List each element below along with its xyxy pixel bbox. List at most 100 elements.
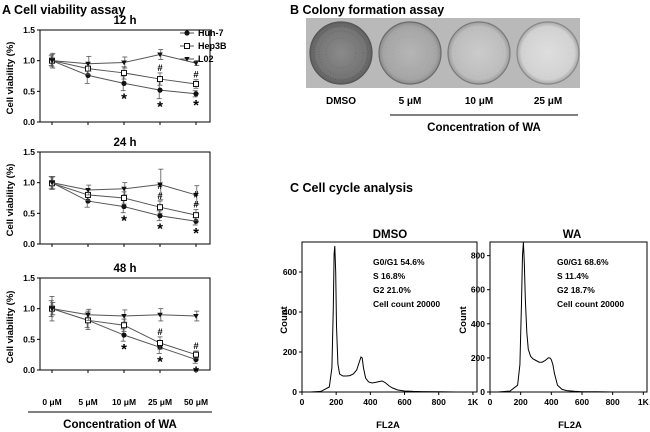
hist-wa-xlabel: FL2A bbox=[558, 420, 582, 431]
ylabel-24h: Cell viability (%) bbox=[5, 164, 16, 237]
data-point-l02 bbox=[193, 61, 199, 66]
ylabel-12h: Cell viability (%) bbox=[5, 42, 16, 115]
x-tick-label: 1K bbox=[638, 397, 650, 407]
subplot-title: 12 h bbox=[113, 15, 136, 27]
data-point-huh-7 bbox=[193, 91, 199, 97]
significance-star: * bbox=[121, 341, 127, 358]
dish-label-25um: 25 μM bbox=[534, 96, 562, 107]
significance-star: * bbox=[121, 213, 127, 230]
dish-10um bbox=[447, 21, 511, 85]
y-tick-label: 200 bbox=[471, 353, 485, 363]
data-point-l02 bbox=[85, 61, 91, 67]
data-point-hep3b bbox=[121, 195, 127, 201]
y-tick-label: 0 bbox=[480, 387, 485, 397]
legend-item-l02: L02 bbox=[180, 54, 214, 64]
data-point-hep3b bbox=[85, 65, 91, 72]
plot-frame bbox=[39, 151, 211, 245]
y-tick-label: 200 bbox=[283, 347, 297, 357]
data-point-l02 bbox=[193, 314, 199, 319]
panel-c-title: C Cell cycle analysis bbox=[290, 181, 413, 195]
data-point-l02 bbox=[49, 58, 55, 64]
subplot-48h: 48 h 0.0 0.5 1.0 1.5 * * * # # bbox=[23, 263, 211, 380]
data-point-hep3b bbox=[193, 212, 199, 219]
significance-hash: # bbox=[157, 191, 163, 202]
y-tick-label: 1.0 bbox=[23, 56, 35, 66]
data-point-l02 bbox=[85, 188, 91, 193]
y-tick-label: 1.0 bbox=[23, 304, 35, 314]
y-tick-label: 0.5 bbox=[23, 86, 35, 96]
data-point-l02 bbox=[49, 180, 55, 186]
annotation-dmso-s: S 16.8% bbox=[373, 271, 406, 281]
annotation-wa-g2: G2 18.7% bbox=[557, 285, 595, 295]
y-tick-label: 400 bbox=[283, 307, 297, 317]
data-point-l02 bbox=[157, 182, 163, 188]
y-tick-label: 0.5 bbox=[23, 208, 35, 218]
data-point-l02 bbox=[193, 192, 199, 198]
x-tick-label: 0 bbox=[488, 397, 493, 407]
annotation-wa-g0g1: G0/G1 68.6% bbox=[557, 257, 609, 267]
y-tick-label: 800 bbox=[471, 251, 485, 261]
subplot-12h: 12 h 0.0 0.5 1.0 1.5 * * * # # bbox=[23, 15, 211, 127]
legend: Huh-7 Hep3B L02 bbox=[180, 28, 227, 64]
significance-hash: # bbox=[193, 341, 199, 352]
subplot-title: 48 h bbox=[113, 263, 136, 275]
x-tick-2: 10 μM bbox=[112, 397, 136, 407]
legend-item-hep3b: Hep3B bbox=[180, 41, 227, 51]
data-point-hep3b bbox=[157, 340, 163, 347]
dish-label-dmso: DMSO bbox=[326, 96, 356, 107]
x-tick-label: 600 bbox=[575, 397, 589, 407]
y-tick-label: 0.0 bbox=[23, 239, 35, 249]
data-point-hep3b bbox=[193, 80, 199, 87]
panel-a-title: A Cell viability assay bbox=[2, 3, 125, 17]
data-point-huh-7 bbox=[157, 87, 163, 93]
data-point-huh-7 bbox=[157, 213, 163, 219]
x-tick-label: 0 bbox=[300, 397, 305, 407]
ylabel-48h: Cell viability (%) bbox=[5, 291, 16, 364]
significance-hash: # bbox=[193, 70, 199, 81]
subplot-title: 24 h bbox=[113, 137, 136, 149]
data-point-l02 bbox=[121, 314, 127, 319]
significance-star: * bbox=[193, 225, 199, 242]
x-tick-3: 25 μM bbox=[148, 397, 172, 407]
data-point-l02 bbox=[49, 306, 55, 312]
y-tick-label: 0 bbox=[292, 387, 297, 397]
annotation-wa-s: S 11.4% bbox=[557, 271, 589, 281]
histogram-trace bbox=[497, 241, 644, 393]
plot-frame bbox=[301, 241, 478, 393]
hist-wa-ylabel: Count bbox=[458, 305, 469, 333]
y-tick-label: 600 bbox=[283, 267, 297, 277]
plot-frame bbox=[39, 29, 211, 123]
histogram-dmso: 0 200 400 600 0 200 400 600 800 1K bbox=[283, 241, 479, 407]
significance-hash: # bbox=[157, 181, 163, 192]
panel-a-x-ticks: 0 μM 5 μM 10 μM 25 μM 50 μM bbox=[42, 397, 208, 407]
hist-dmso-xlabel: FL2A bbox=[376, 420, 400, 431]
data-point-huh-7 bbox=[121, 80, 127, 86]
x-tick-label: 400 bbox=[544, 397, 558, 407]
x-tick-label: 400 bbox=[363, 397, 377, 407]
annotation-wa: G0/G1 68.6% S 11.4% G2 18.7% Cell count … bbox=[557, 257, 624, 309]
colony-dishes bbox=[309, 21, 580, 85]
annotation-dmso: G0/G1 54.6% S 16.8% G2 21.0% Cell count … bbox=[373, 257, 440, 309]
histogram-title-dmso: DMSO bbox=[373, 229, 408, 241]
x-tick-label: 800 bbox=[432, 397, 446, 407]
significance-star: * bbox=[157, 221, 163, 238]
x-tick-4: 50 μM bbox=[184, 397, 208, 407]
x-tick-label: 1K bbox=[467, 397, 479, 407]
histogram-trace bbox=[310, 245, 473, 393]
y-tick-label: 0.5 bbox=[23, 334, 35, 344]
data-point-huh-7 bbox=[85, 198, 91, 204]
significance-star: * bbox=[193, 363, 199, 380]
y-tick-label: 600 bbox=[471, 285, 485, 295]
panel-b-title: B Colony formation assay bbox=[290, 3, 444, 17]
significance-star: * bbox=[157, 99, 163, 116]
data-point-hep3b bbox=[193, 351, 199, 358]
data-point-l02 bbox=[121, 186, 127, 192]
x-tick-label: 600 bbox=[397, 397, 411, 407]
subplot-24h: 24 h0.00.51.01.5* * *#### bbox=[23, 137, 211, 249]
x-tick-label: 200 bbox=[329, 397, 343, 407]
annotation-wa-count: Cell count 20000 bbox=[557, 299, 624, 309]
plot-frame bbox=[489, 241, 648, 393]
x-tick-1: 5 μM bbox=[78, 397, 97, 407]
legend-label-l02: L02 bbox=[198, 54, 214, 64]
y-tick-label: 1.5 bbox=[23, 25, 35, 35]
